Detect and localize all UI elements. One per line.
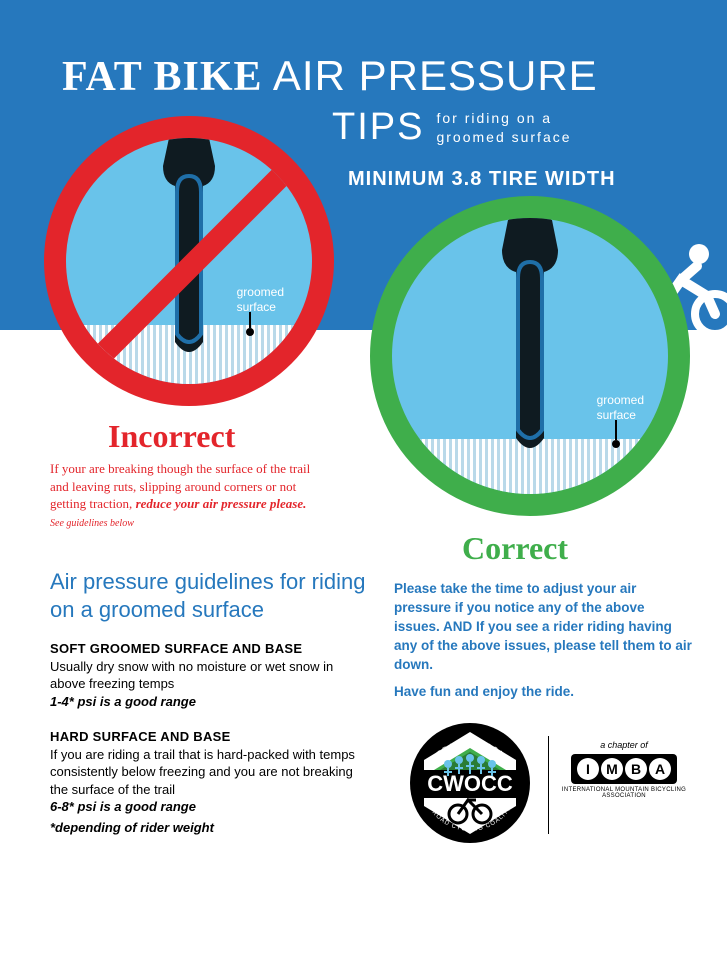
have-fun-line: Have fun and enjoy the ride.: [394, 684, 574, 699]
imba-logo: a chapter of I M B A INTERNATIONAL MOUNT…: [556, 740, 692, 799]
incorrect-explanation: If your are breaking though the surface …: [50, 460, 320, 530]
imba-letter: B: [625, 758, 647, 780]
minimum-tire-width: MINIMUM 3.8 TIRE WIDTH: [348, 168, 616, 191]
correct-diagram: groomed surface: [370, 196, 690, 516]
tips-word: TIPS: [332, 106, 424, 149]
logo-divider: [548, 736, 549, 834]
imba-badge-icon: I M B A: [571, 754, 677, 784]
incorrect-heading: Incorrect: [108, 418, 235, 455]
incorrect-diagram: groomed surface: [44, 116, 334, 406]
hard-surface-block: HARD SURFACE AND BASE If you are riding …: [50, 728, 370, 816]
title-bold: FAT BIKE: [62, 54, 263, 100]
tire-front-icon: [129, 132, 249, 362]
tire-front-icon: [464, 214, 596, 464]
guidelines-heading: Air pressure guidelines for riding on a …: [50, 568, 370, 623]
tips-sub-line2: groomed surface: [436, 128, 571, 146]
soft-range: 1-4* psi is a good range: [50, 693, 370, 711]
advice-paragraph: Please take the time to adjust your air …: [394, 580, 694, 674]
hard-title: HARD SURFACE AND BASE: [50, 728, 370, 746]
label-leader-line: [249, 312, 251, 328]
imba-letter: M: [601, 758, 623, 780]
imba-letter: A: [649, 758, 671, 780]
soft-surface-block: SOFT GROOMED SURFACE AND BASE Usually dr…: [50, 640, 370, 710]
tips-subtitle: for riding on a groomed surface: [436, 109, 571, 145]
soft-body: Usually dry snow with no moisture or wet…: [50, 658, 370, 693]
label-leader-dot: [612, 440, 620, 448]
label-leader-line: [615, 420, 617, 440]
cwocc-logo-icon: CWOCC CENTRAL WISCONSIN OFFROAD CYCLING …: [400, 718, 540, 848]
groomed-surface-label: groomed surface: [597, 393, 644, 422]
title-light: AIR PRESSURE: [263, 52, 598, 99]
weight-footnote: *depending of rider weight: [50, 820, 214, 835]
imba-letter: I: [577, 758, 599, 780]
tips-row: TIPS for riding on a groomed surface: [332, 106, 572, 149]
hard-range: 6-8* psi is a good range: [50, 798, 370, 816]
tips-sub-line1: for riding on a: [436, 109, 571, 127]
red-para-tail: See guidelines below: [50, 518, 134, 529]
correct-heading: Correct: [462, 530, 568, 567]
label-leader-dot: [246, 328, 254, 336]
imba-chapter-text: a chapter of: [556, 740, 692, 750]
red-para-emphasis: reduce your air pressure please.: [136, 496, 307, 511]
soft-title: SOFT GROOMED SURFACE AND BASE: [50, 640, 370, 658]
cwocc-name: CWOCC: [427, 771, 513, 796]
hard-body: If you are riding a trail that is hard-p…: [50, 746, 370, 799]
groomed-surface-label: groomed surface: [237, 285, 284, 314]
imba-sub-text: INTERNATIONAL MOUNTAIN BICYCLING ASSOCIA…: [556, 787, 692, 799]
page-title: FAT BIKE AIR PRESSURE: [62, 52, 598, 101]
